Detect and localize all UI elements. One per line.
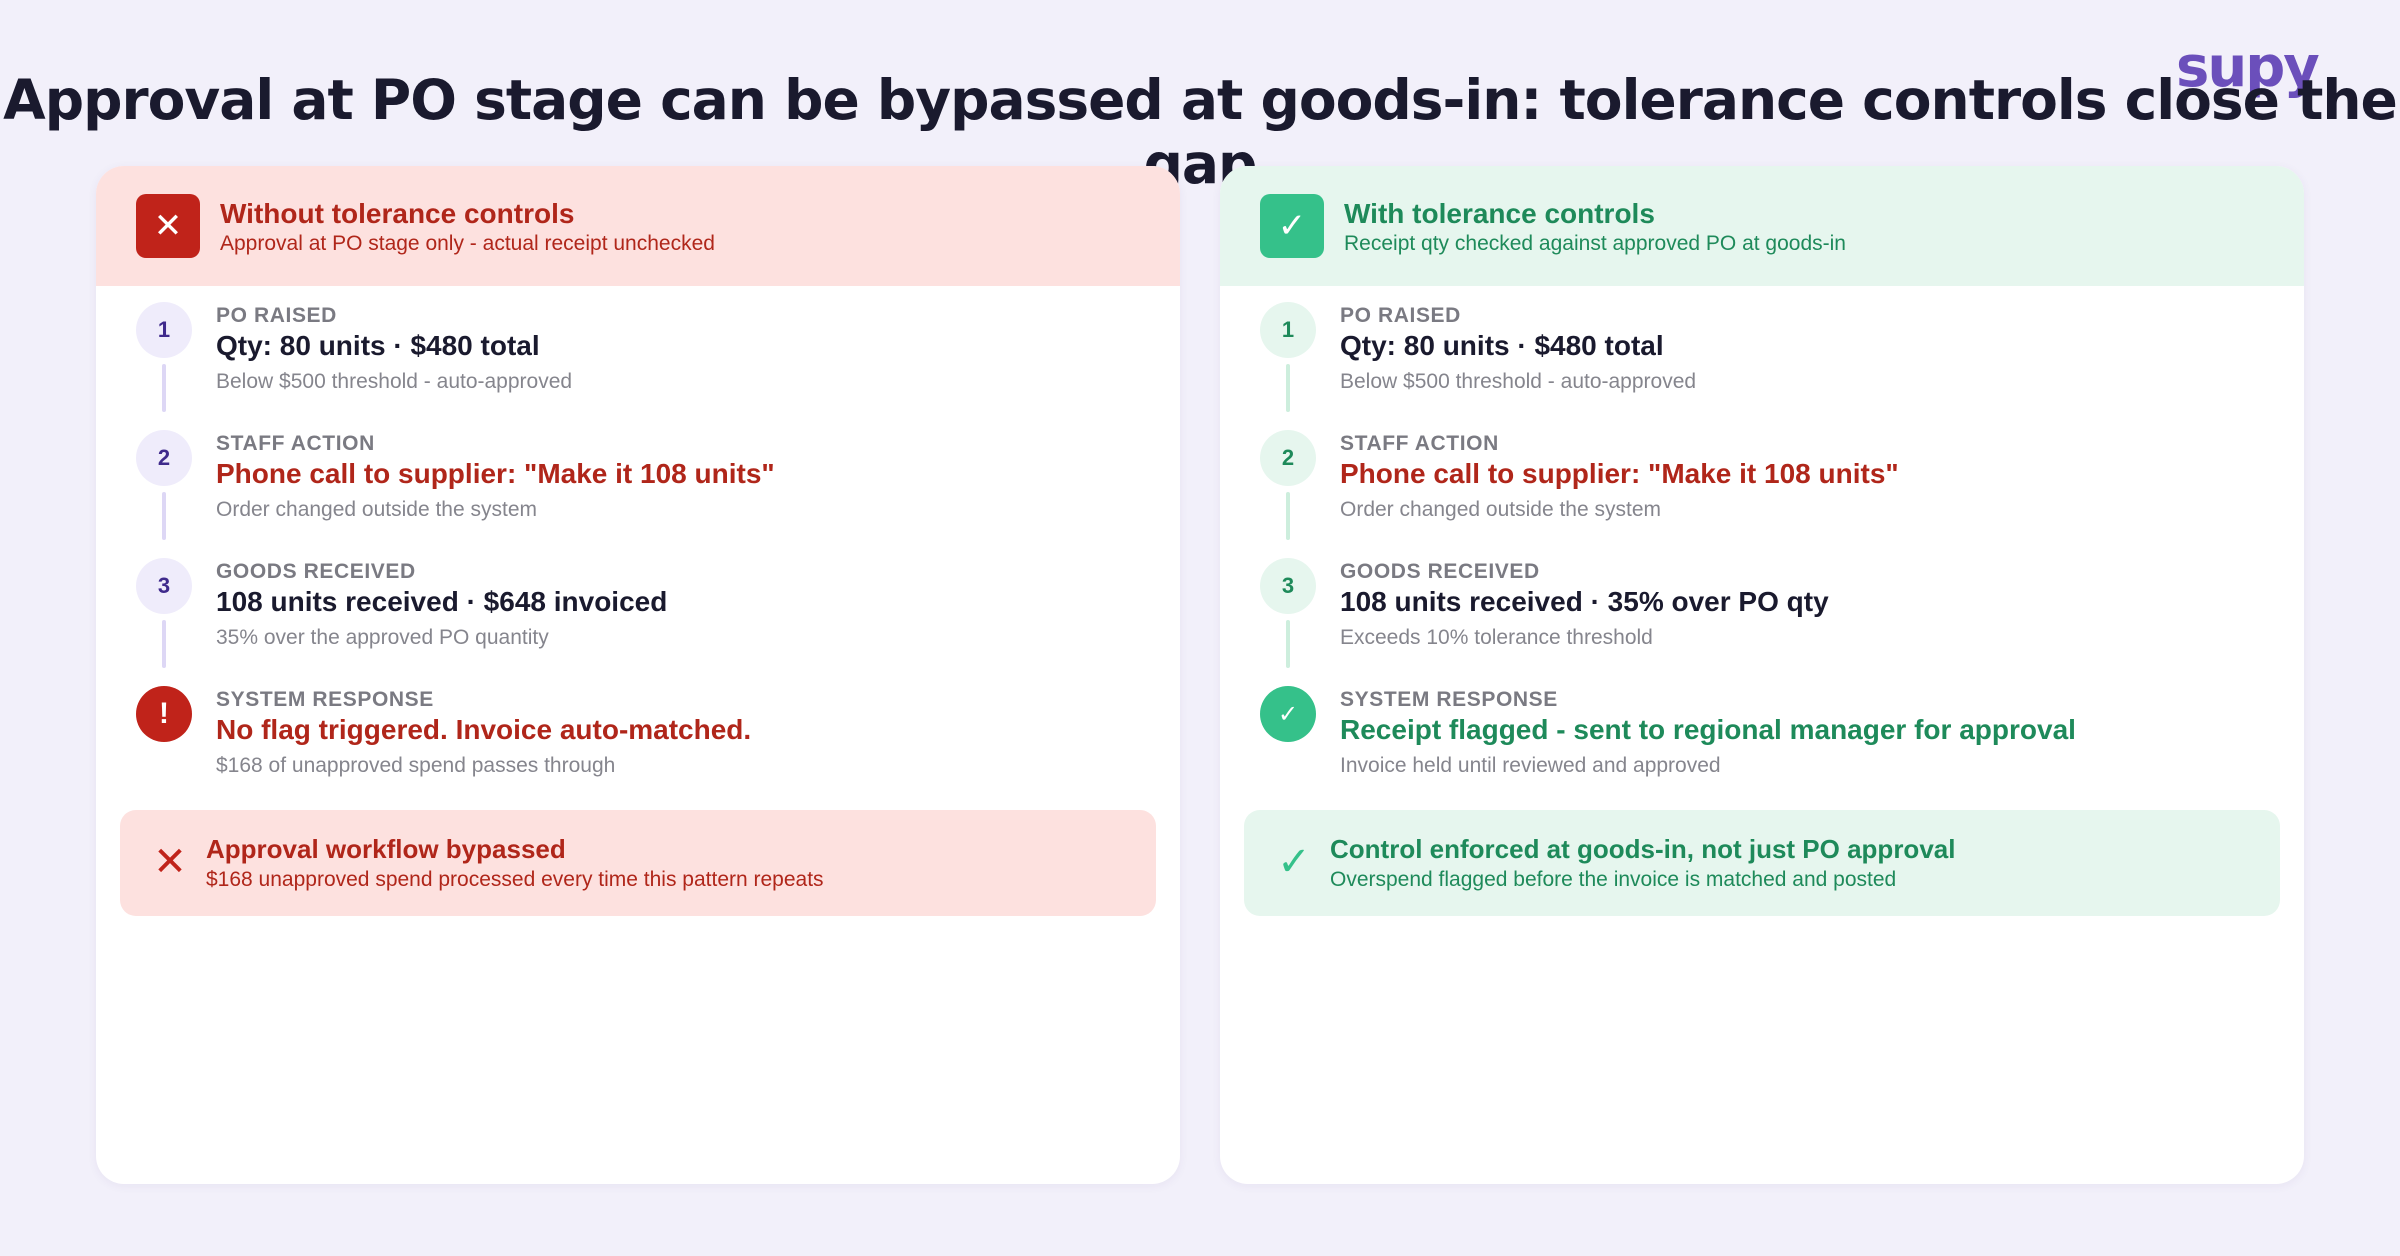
step-detail: Receipt flagged - sent to regional manag… xyxy=(1340,714,2076,745)
close-icon: ✕ xyxy=(136,194,200,258)
step-goods-received: 3 GOODS RECEIVED 108 units received · $6… xyxy=(96,542,1180,670)
step-connector xyxy=(162,620,166,668)
step-detail: Phone call to supplier: "Make it 108 uni… xyxy=(216,458,775,489)
step-system-response: ! SYSTEM RESPONSE No flag triggered. Inv… xyxy=(96,670,1180,798)
page-title: Approval at PO stage can be bypassed at … xyxy=(3,68,2398,196)
step-note: Order changed outside the system xyxy=(216,498,538,521)
outcome-banner: ✕ Approval workflow bypassed $168 unappr… xyxy=(120,810,1156,916)
outcome-subtitle: Overspend flagged before the invoice is … xyxy=(1330,868,1897,891)
panel-header: ✕ Without tolerance controls Approval at… xyxy=(96,166,1180,286)
alert-icon: ! xyxy=(136,686,192,742)
with-controls-panel: ✓ With tolerance controls Receipt qty ch… xyxy=(1220,166,2304,1184)
outcome-banner: ✓ Control enforced at goods-in, not just… xyxy=(1244,810,2280,916)
step-label: STAFF ACTION xyxy=(216,432,375,455)
panel-title: With tolerance controls xyxy=(1344,198,1655,229)
step-po-raised: 1 PO RAISED Qty: 80 units · $480 total B… xyxy=(1220,286,2304,414)
step-detail: Qty: 80 units · $480 total xyxy=(216,330,540,361)
panel-title: Without tolerance controls xyxy=(220,198,575,229)
step-number: 1 xyxy=(1260,302,1316,358)
step-staff-action: 2 STAFF ACTION Phone call to supplier: "… xyxy=(1220,414,2304,542)
step-note: Below $500 threshold - auto-approved xyxy=(216,370,573,393)
step-number: 3 xyxy=(1260,558,1316,614)
outcome-subtitle: $168 unapproved spend processed every ti… xyxy=(206,868,824,891)
without-controls-panel: ✕ Without tolerance controls Approval at… xyxy=(96,166,1180,1184)
step-number: 3 xyxy=(136,558,192,614)
step-note: Exceeds 10% tolerance threshold xyxy=(1340,626,1653,649)
step-connector xyxy=(162,492,166,540)
step-number: 2 xyxy=(136,430,192,486)
step-label: GOODS RECEIVED xyxy=(1340,560,1540,583)
step-goods-received: 3 GOODS RECEIVED 108 units received · 35… xyxy=(1220,542,2304,670)
close-icon: ✕ xyxy=(153,839,187,885)
step-connector xyxy=(1286,492,1290,540)
step-note: Below $500 threshold - auto-approved xyxy=(1340,370,1697,393)
step-note: 35% over the approved PO quantity xyxy=(216,626,549,649)
step-staff-action: 2 STAFF ACTION Phone call to supplier: "… xyxy=(96,414,1180,542)
step-connector xyxy=(1286,364,1290,412)
check-icon: ✓ xyxy=(1260,194,1324,258)
supy-logo: supy xyxy=(2176,35,2320,100)
step-connector xyxy=(1286,620,1290,668)
step-label: PO RAISED xyxy=(1340,304,1461,327)
step-note: $168 of unapproved spend passes through xyxy=(216,754,616,777)
step-po-raised: 1 PO RAISED Qty: 80 units · $480 total B… xyxy=(96,286,1180,414)
outcome-title: Approval workflow bypassed xyxy=(206,834,566,864)
step-label: PO RAISED xyxy=(216,304,337,327)
step-label: GOODS RECEIVED xyxy=(216,560,416,583)
step-label: STAFF ACTION xyxy=(1340,432,1499,455)
step-connector xyxy=(162,364,166,412)
step-label: SYSTEM RESPONSE xyxy=(1340,688,1558,711)
step-detail: Qty: 80 units · $480 total xyxy=(1340,330,1664,361)
outcome-title: Control enforced at goods-in, not just P… xyxy=(1330,834,1956,864)
check-icon: ✓ xyxy=(1277,839,1311,885)
panel-subtitle: Approval at PO stage only - actual recei… xyxy=(220,232,715,255)
step-note: Order changed outside the system xyxy=(1340,498,1662,521)
panel-header: ✓ With tolerance controls Receipt qty ch… xyxy=(1220,166,2304,286)
step-detail: 108 units received · 35% over PO qty xyxy=(1340,586,1829,617)
panel-subtitle: Receipt qty checked against approved PO … xyxy=(1344,232,1846,255)
step-note: Invoice held until reviewed and approved xyxy=(1340,754,1721,777)
step-number: 1 xyxy=(136,302,192,358)
step-label: SYSTEM RESPONSE xyxy=(216,688,434,711)
step-detail: Phone call to supplier: "Make it 108 uni… xyxy=(1340,458,1899,489)
step-system-response: ✓ SYSTEM RESPONSE Receipt flagged - sent… xyxy=(1220,670,2304,798)
step-detail: No flag triggered. Invoice auto-matched. xyxy=(216,714,752,745)
check-icon: ✓ xyxy=(1260,686,1316,742)
step-number: 2 xyxy=(1260,430,1316,486)
step-detail: 108 units received · $648 invoiced xyxy=(216,586,668,617)
